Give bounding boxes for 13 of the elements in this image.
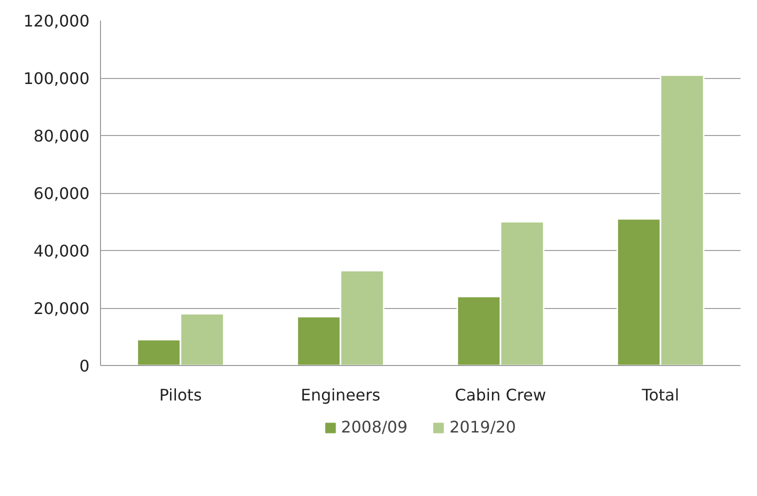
- y-tick-label: 0: [79, 356, 90, 376]
- x-tick-label: Total: [640, 386, 680, 404]
- legend-label: 2019/20: [450, 418, 516, 436]
- y-tick-label: 40,000: [34, 242, 90, 260]
- y-tick-label: 100,000: [23, 69, 90, 88]
- x-tick-label: Pilots: [159, 386, 202, 404]
- x-tick-label: Cabin Crew: [454, 386, 546, 404]
- x-tick-label: Engineers: [300, 386, 380, 404]
- y-tick-label: 120,000: [23, 12, 90, 30]
- y-tick-label: 80,000: [34, 126, 90, 146]
- y-tick-label: 20,000: [34, 299, 90, 318]
- legend-label: 2008/09: [341, 418, 408, 436]
- y-tick-label: 60,000: [34, 184, 90, 203]
